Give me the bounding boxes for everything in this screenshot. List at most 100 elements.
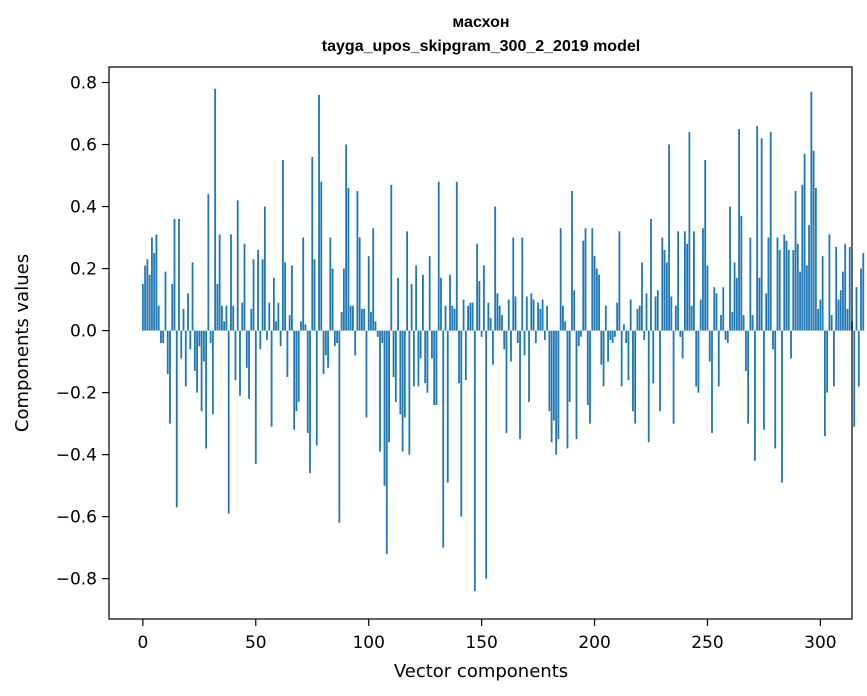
- bar: [638, 305, 641, 331]
- bar: [347, 187, 350, 331]
- bar: [681, 330, 684, 359]
- bar: [169, 330, 171, 424]
- bar: [419, 330, 422, 359]
- bar: [458, 330, 460, 384]
- bar: [433, 330, 436, 406]
- bar: [842, 271, 844, 331]
- bar: [650, 218, 652, 331]
- y-tick-label: −0.6: [56, 508, 97, 528]
- bar: [546, 305, 549, 331]
- bar: [492, 330, 494, 365]
- bar: [151, 237, 153, 331]
- bar: [824, 330, 826, 437]
- bar: [478, 280, 481, 331]
- bar: [817, 308, 820, 331]
- bar: [785, 240, 788, 331]
- bar: [390, 184, 393, 331]
- bar: [503, 330, 506, 350]
- bar: [613, 330, 616, 337]
- bar: [331, 268, 334, 331]
- bar: [609, 330, 612, 340]
- bar: [277, 302, 280, 331]
- bar: [668, 144, 670, 331]
- bar: [708, 330, 711, 362]
- y-tick-label: 0.6: [70, 136, 97, 156]
- bar: [279, 330, 282, 347]
- bar: [406, 231, 409, 331]
- x-tick-label: 200: [578, 633, 610, 653]
- bar: [211, 330, 214, 415]
- bar: [286, 330, 289, 378]
- bar: [322, 330, 325, 375]
- bar: [266, 330, 268, 340]
- bar: [444, 305, 447, 331]
- bar: [281, 160, 284, 331]
- bar: [473, 330, 476, 592]
- bar: [225, 305, 228, 331]
- bar: [485, 330, 488, 579]
- bar: [248, 330, 250, 399]
- bar: [580, 330, 582, 337]
- bar: [645, 293, 648, 331]
- bar: [722, 287, 725, 331]
- bar: [302, 237, 305, 331]
- bar: [552, 330, 555, 421]
- bar: [275, 321, 278, 331]
- bar: [665, 262, 668, 331]
- bar: [792, 249, 795, 331]
- bar: [862, 253, 865, 331]
- bar: [747, 330, 750, 424]
- bar: [431, 330, 433, 359]
- bar: [236, 200, 239, 331]
- bar: [191, 262, 194, 331]
- y-tick-label: 0.0: [70, 322, 97, 342]
- x-tick-label: 250: [691, 633, 723, 653]
- bar: [776, 237, 779, 331]
- bar: [327, 330, 329, 368]
- bar: [155, 234, 158, 331]
- bar: [848, 246, 851, 331]
- bar: [482, 265, 485, 331]
- bar: [846, 308, 849, 331]
- bar: [218, 234, 221, 331]
- bar: [726, 330, 729, 343]
- bar: [148, 274, 151, 331]
- bar: [480, 330, 483, 337]
- bar: [496, 293, 499, 331]
- bar: [819, 299, 822, 331]
- y-tick-label: −0.4: [56, 446, 97, 466]
- x-tick-label: 150: [465, 633, 497, 653]
- bar: [760, 138, 763, 331]
- bar: [415, 265, 418, 331]
- bar: [618, 231, 621, 331]
- bar: [370, 311, 372, 331]
- y-tick-label: −0.8: [56, 570, 97, 590]
- bar: [270, 330, 273, 427]
- bar: [336, 330, 338, 343]
- bar: [575, 330, 578, 440]
- bar: [272, 277, 275, 331]
- bar: [313, 259, 316, 331]
- bar: [239, 330, 241, 396]
- bar: [175, 330, 178, 508]
- bar: [821, 256, 824, 331]
- bar: [162, 330, 165, 343]
- bar: [180, 330, 183, 359]
- chart-title-line-1: масхон: [452, 14, 509, 31]
- bar: [453, 308, 456, 331]
- bar: [844, 243, 847, 331]
- bar: [571, 191, 573, 331]
- bar: [227, 330, 230, 514]
- bar: [501, 315, 503, 331]
- bar: [744, 330, 747, 371]
- bar: [230, 234, 232, 331]
- bar: [363, 308, 366, 331]
- bar: [634, 330, 637, 424]
- bar: [767, 237, 770, 331]
- bar: [166, 330, 169, 375]
- bar: [516, 330, 519, 343]
- bar-series: [141, 88, 865, 592]
- bar: [598, 274, 600, 331]
- bar: [835, 246, 838, 331]
- bar: [424, 330, 427, 384]
